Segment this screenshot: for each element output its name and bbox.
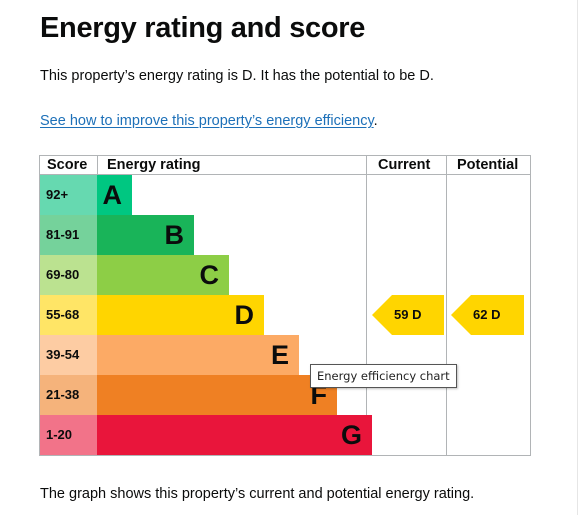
rating-band-f: F — [97, 375, 337, 415]
header-score: Score — [47, 157, 88, 173]
rating-band-a: A — [97, 175, 132, 215]
rating-band-e: E — [97, 335, 299, 375]
chart-tooltip: Energy efficiency chart — [310, 364, 457, 388]
chart-description: The graph shows this property’s current … — [40, 486, 475, 502]
current-column-divider — [366, 155, 367, 456]
improve-efficiency-link[interactable]: See how to improve this property’s energ… — [40, 113, 374, 129]
score-range-a: 92+ — [40, 175, 97, 215]
rating-band-c: C — [97, 255, 229, 295]
header-energy-rating: Energy rating — [107, 157, 201, 173]
header-divider — [39, 174, 531, 175]
rating-band-b: B — [97, 215, 194, 255]
improve-link-suffix: . — [373, 113, 378, 129]
rating-band-g: G — [97, 415, 372, 455]
score-range-f: 21-38 — [40, 375, 97, 415]
rating-band-d: D — [97, 295, 264, 335]
energy-efficiency-chart: Score Energy rating Current Potential 92… — [39, 155, 531, 456]
improve-link-paragraph: See how to improve this property’s energ… — [40, 111, 378, 131]
score-range-d: 55-68 — [40, 295, 97, 335]
chart-border — [39, 155, 531, 456]
potential-column-divider — [446, 155, 447, 456]
header-potential: Potential — [457, 157, 519, 173]
rating-summary: This property’s energy rating is D. It h… — [40, 68, 434, 84]
score-range-e: 39-54 — [40, 335, 97, 375]
score-range-b: 81-91 — [40, 215, 97, 255]
header-current: Current — [378, 157, 431, 173]
page-title: Energy rating and score — [40, 12, 366, 44]
score-range-c: 69-80 — [40, 255, 97, 295]
score-range-g: 1-20 — [40, 415, 97, 455]
